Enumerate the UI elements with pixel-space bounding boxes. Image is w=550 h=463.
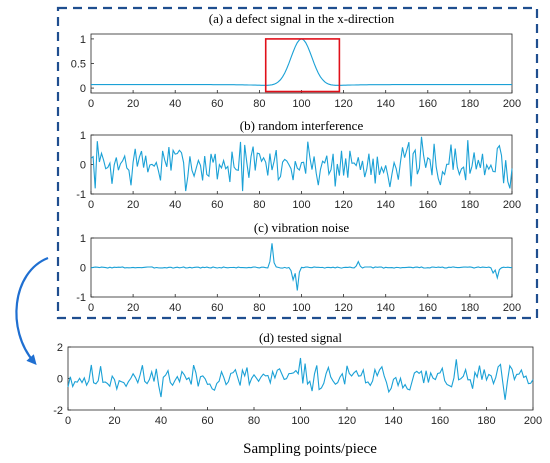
x-tick-label: 0 [88, 199, 94, 211]
y-tick-label: -2 [53, 405, 63, 417]
x-tick-label: 140 [377, 302, 395, 314]
x-tick-label: 60 [211, 302, 223, 314]
x-tick-label: 200 [524, 415, 542, 427]
x-tick-label: 160 [431, 415, 449, 427]
x-tick-label: 0 [88, 98, 94, 110]
x-tick-label: 100 [291, 415, 309, 427]
x-tick-label: 100 [292, 98, 310, 110]
x-tick-label: 100 [292, 199, 310, 211]
x-tick-label: 40 [169, 199, 181, 211]
x-tick-label: 20 [127, 98, 139, 110]
dashed-frame [56, 6, 539, 320]
x-tick-label: 80 [253, 302, 265, 314]
y-tick-label: 0 [57, 374, 63, 386]
x-tick-label: 60 [201, 415, 213, 427]
x-tick-label: 40 [169, 98, 181, 110]
plot-area [90, 33, 513, 94]
defect-highlight-box [264, 38, 341, 93]
panel-b: (b) random interference 0 20 40 60 80 100 120 14… [76, 118, 521, 211]
y-tick-label: 0 [80, 160, 86, 172]
y-tick-label: -1 [76, 292, 86, 304]
x-tick-label: 20 [127, 302, 139, 314]
x-tick-label: 120 [334, 199, 352, 211]
x-tick-label: 20 [127, 199, 139, 211]
x-tick-label: 160 [419, 302, 437, 314]
x-tick-label: 20 [108, 415, 120, 427]
x-tick-label: 200 [503, 199, 521, 211]
x-tick-label: 120 [338, 415, 356, 427]
panel-title: (b) random interference [240, 118, 364, 133]
x-tick-label: 180 [461, 199, 479, 211]
x-tick-label: 60 [211, 98, 223, 110]
x-tick-label: 100 [292, 302, 310, 314]
x-tick-label: 160 [419, 199, 437, 211]
x-tick-label: 60 [211, 199, 223, 211]
x-tick-label: 0 [88, 302, 94, 314]
x-tick-label: 40 [155, 415, 167, 427]
curved-arrow [15, 256, 49, 366]
x-tick-label: 80 [248, 415, 260, 427]
x-tick-label: 0 [65, 415, 71, 427]
x-tick-label: 140 [384, 415, 402, 427]
y-tick-label: 1 [80, 34, 86, 46]
x-tick-label: 120 [334, 302, 352, 314]
panel-c: (c) vibration noise 0 20 40 60 80 100 120 140 160… [76, 220, 521, 314]
y-tick-label: 1 [80, 233, 86, 245]
signal-line [90, 136, 513, 192]
panel-a: (a) a defect signal in the x-direction 0 2… [71, 11, 521, 110]
figure-x-axis-label: Sampling points/piece [243, 441, 377, 457]
x-tick-label: 40 [169, 302, 181, 314]
y-tick-label: 1 [80, 130, 86, 142]
x-tick-label: 140 [377, 199, 395, 211]
x-tick-label: 180 [461, 98, 479, 110]
x-tick-label: 120 [334, 98, 352, 110]
y-tick-label: 0 [80, 263, 86, 275]
x-tick-label: 200 [503, 98, 521, 110]
signal-line [90, 243, 512, 291]
x-tick-label: 180 [477, 415, 495, 427]
x-tick-label: 140 [377, 98, 395, 110]
panel-title: (c) vibration noise [254, 220, 350, 235]
y-tick-label: 0 [80, 83, 86, 95]
plot-area [67, 346, 534, 411]
x-tick-label: 180 [461, 302, 479, 314]
y-tick-label: 0.5 [71, 59, 86, 71]
x-tick-label: 200 [503, 302, 521, 314]
y-tick-label: 2 [57, 342, 63, 354]
x-tick-label: 160 [419, 98, 437, 110]
panel-title: (a) a defect signal in the x-direction [209, 11, 395, 26]
y-tick-label: -1 [76, 189, 86, 201]
panel-title: (d) tested signal [259, 330, 342, 345]
x-tick-label: 80 [253, 199, 265, 211]
signal-line [67, 357, 534, 400]
x-tick-label: 80 [253, 98, 265, 110]
